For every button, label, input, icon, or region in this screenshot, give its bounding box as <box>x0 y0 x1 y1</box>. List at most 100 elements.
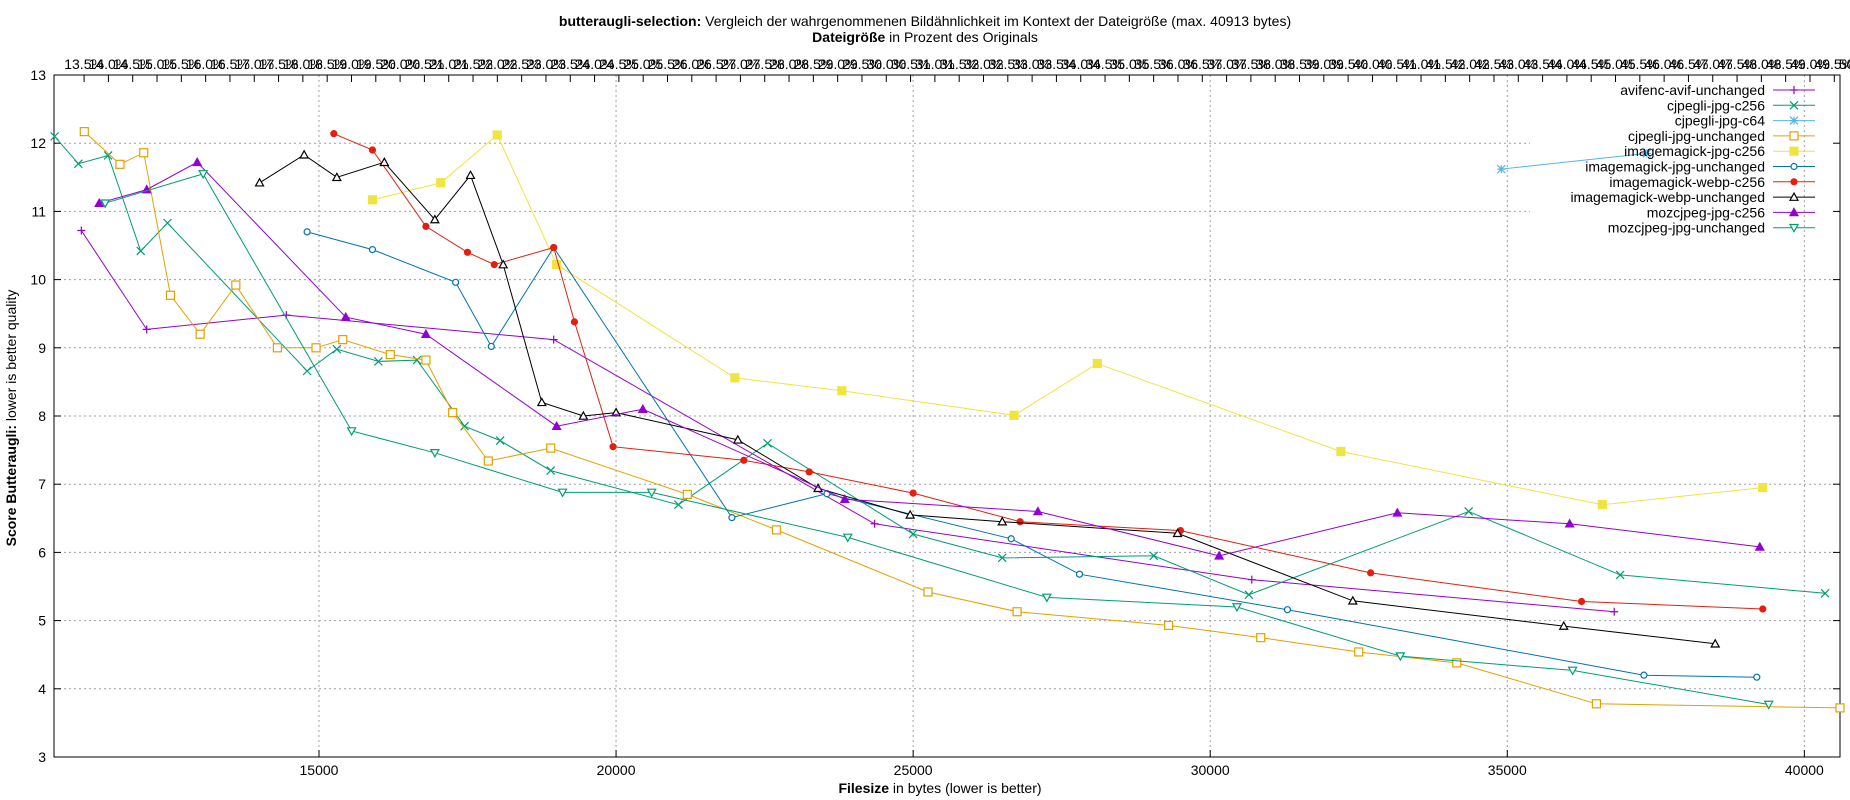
x2-tick-label: 30.5% <box>891 56 931 72</box>
inverted-triangle-marker <box>1395 652 1406 662</box>
legend-entry-cjpegli-jpg-c64: cjpegli-jpg-c64 <box>1675 113 1815 129</box>
axes: 3 4 5 6 7 8 9 10 11 12 13 15000 20000 25000 30000 35000… <box>30 56 1850 778</box>
cross-marker <box>332 344 342 354</box>
series-line-cjpegli-jpg-c64 <box>1501 152 1647 170</box>
plot-frame <box>53 74 1841 758</box>
cross-marker <box>1615 570 1625 580</box>
square-marker <box>1789 131 1799 141</box>
square-marker <box>1452 658 1462 668</box>
legend-entry-cjpegli-jpg-c256: cjpegli-jpg-c256 <box>1667 97 1815 113</box>
square-marker <box>1591 699 1602 709</box>
y-tick-label: 8 <box>38 408 46 424</box>
legend-label: imagemagick-webp-c256 <box>1609 174 1765 190</box>
series-line-mozcjpeg-jpg-c256 <box>99 161 1760 557</box>
series-line-avifenc-avif-unchanged <box>80 230 1615 613</box>
x2-tick-label: 32.5% <box>988 56 1028 72</box>
circle-marker <box>452 278 460 286</box>
cross-marker <box>1464 507 1474 516</box>
square-marker <box>1835 703 1845 713</box>
x2-axis-label-rest: in Prozent des Originals <box>885 29 1038 45</box>
cross-marker <box>460 421 469 431</box>
filled-triangle-marker <box>637 403 648 413</box>
triangle-marker <box>905 509 916 519</box>
triangle-marker <box>379 157 390 167</box>
chart-title: butteraugli-selection: Vergleich der wah… <box>559 13 1291 29</box>
x2-tick-label: 28.0% <box>769 56 809 72</box>
square-marker <box>385 350 395 360</box>
x2-tick-label: 43.5% <box>1523 56 1563 72</box>
filled-circle-marker <box>550 243 558 252</box>
series-imagemagick-jpg-unchanged <box>303 228 1761 681</box>
cross-marker <box>495 436 505 445</box>
x2-tick-label: 29.5% <box>842 56 882 72</box>
legend-entry-mozcjpeg-jpg-c256: mozcjpeg-jpg-c256 <box>1647 204 1815 220</box>
legend-label: cjpegli-jpg-c64 <box>1675 113 1765 129</box>
x2-tick-label: 50.0% <box>1839 56 1850 72</box>
filled-square-marker <box>552 259 562 270</box>
filled-circle-marker <box>1367 569 1375 577</box>
filled-triangle-marker <box>1214 550 1225 560</box>
x2-tick-label: 47.5% <box>1717 56 1757 72</box>
legend-entry-cjpegli-jpg-unchanged: cjpegli-jpg-unchanged <box>1628 128 1815 144</box>
cross-marker <box>163 218 172 228</box>
x2-tick-label: 23.5% <box>550 56 590 72</box>
series-line-mozcjpeg-jpg-unchanged <box>104 173 1769 705</box>
x-tick-label: 40000 <box>1785 762 1824 778</box>
inverted-triangle-marker <box>1041 593 1052 603</box>
triangle-marker <box>578 410 589 420</box>
x2-tick-label: 48.5% <box>1766 56 1806 72</box>
series-line-cjpegli-jpg-c256 <box>54 136 1826 596</box>
filled-triangle-marker <box>420 328 431 338</box>
plus-marker <box>870 519 879 528</box>
cross-marker <box>103 151 113 160</box>
filled-square-marker <box>436 178 446 188</box>
x2-tick-label: 24.0% <box>575 56 615 72</box>
circle-marker <box>487 342 495 351</box>
filled-triangle-marker <box>192 157 203 167</box>
x2-tick-label: 22.0% <box>477 56 517 72</box>
x2-tick-label: 46.0% <box>1644 56 1684 72</box>
x2-tick-label: 40.5% <box>1377 56 1417 72</box>
square-marker <box>682 489 692 500</box>
plus-marker <box>1790 86 1798 94</box>
cross-marker <box>763 438 772 448</box>
triangle-marker <box>331 172 342 182</box>
triangle-marker <box>813 483 824 493</box>
inverted-triangle-marker <box>429 449 440 459</box>
plus-marker <box>1610 607 1619 616</box>
series-line-imagemagick-jpg-c256 <box>372 134 1763 506</box>
inverted-triangle-marker <box>346 427 357 437</box>
filled-triangle-marker <box>1564 518 1575 528</box>
x2-tick-label: 34.5% <box>1085 56 1125 72</box>
x-tick-label: 20000 <box>597 762 636 778</box>
legend-entry-mozcjpeg-jpg-unchanged: mozcjpeg-jpg-unchanged <box>1608 220 1815 236</box>
x2-tick-label: 20.5% <box>405 56 445 72</box>
x2-tick-label: 16.5% <box>210 56 250 72</box>
series-avifenc-avif-unchanged <box>77 226 1619 616</box>
x2-tick-label: 40.0% <box>1353 56 1393 72</box>
filled-circle-marker <box>805 468 813 476</box>
filled-triangle-marker <box>551 420 562 431</box>
filled-triangle-marker <box>1392 507 1403 517</box>
legend-entry-imagemagick-jpg-c256: imagemagick-jpg-c256 <box>1624 143 1815 159</box>
cross-marker <box>908 529 918 539</box>
triangle-marker <box>1710 638 1721 648</box>
square-marker <box>195 329 205 339</box>
filled-triangle-marker <box>340 311 351 321</box>
y-axis-label-rest: lower is better quality <box>3 290 19 425</box>
x2-tick-label: 37.0% <box>1207 56 1247 72</box>
cross-marker <box>1820 588 1830 598</box>
series-cjpegli-jpg-unchanged <box>79 127 1845 713</box>
x2-tick-label: 36.5% <box>1182 56 1222 72</box>
cross-marker <box>1789 100 1799 110</box>
series-imagemagick-webp-unchanged <box>254 149 1721 648</box>
cross-marker <box>302 366 312 376</box>
filled-circle-marker <box>570 318 579 326</box>
x2-tick-label: 26.5% <box>696 56 736 72</box>
cross-marker <box>674 500 683 510</box>
x2-tick-label: 20.0% <box>380 56 420 72</box>
square-marker <box>1012 607 1022 617</box>
filled-circle-marker <box>422 222 430 231</box>
star-marker <box>1496 164 1506 174</box>
y-tick-label: 10 <box>30 272 46 288</box>
